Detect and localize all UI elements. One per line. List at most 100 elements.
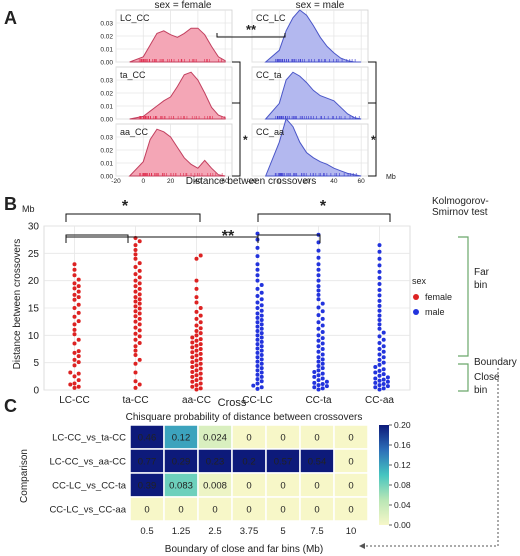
data-point [381,381,386,386]
heatmap-cell: 0.083 [163,472,199,498]
data-point [72,281,77,286]
data-point [259,357,264,362]
data-point [316,313,321,318]
legend-female-label: female [425,292,452,302]
heatmap-cell-fill [231,496,267,522]
data-point [259,335,264,340]
data-point [320,336,325,341]
data-point [316,344,321,349]
data-point [190,350,195,355]
data-point [137,340,142,345]
density-y-tick: 0.02 [100,34,113,41]
heatmap-cell-label: 0 [280,505,285,516]
heatmap-cell-label: 0 [280,481,285,492]
data-point [377,275,382,280]
heatmap-cell-label: 0 [314,505,319,516]
sex-comparison-bracket [216,33,286,38]
x-tick-label: aa-CC [182,395,211,406]
data-point [68,382,73,387]
facet-series-label: CC_ta [256,70,282,80]
data-point [137,316,142,321]
heatmap-cell-label: 0 [178,505,183,516]
heatmap-cell-label: 0.083 [169,481,193,492]
data-point [316,359,321,364]
data-point [316,278,321,283]
heatmap-cell-label: 0 [246,433,251,444]
data-point [255,245,260,250]
panel-b-y-label: Distance between crossovers [12,239,23,370]
density-y-tick: 0.03 [100,78,113,85]
data-point [320,309,325,314]
data-point [320,361,325,366]
data-point [377,368,382,373]
density-y-tick: 0.02 [100,148,113,155]
data-point [385,384,390,389]
data-point [377,308,382,313]
data-point [385,375,390,380]
facet-series-label: CC_aa [256,127,284,137]
data-point [255,342,260,347]
data-point [133,272,138,277]
y-tick-label: 30 [28,222,40,233]
data-point [76,378,81,383]
data-point [259,318,264,323]
heatmap-row-label: CC-LC_vs_CC-ta [52,481,127,492]
data-point [133,348,138,353]
heatmap-cell: 0.008 [197,472,233,498]
heatmap-cell-label: 0 [348,433,353,444]
data-point [72,286,77,291]
male-ta-aa-bracket [257,213,391,222]
data-point [133,353,138,358]
data-point [259,313,264,318]
density-panel-ta-cc: ta_CC 0.00 0.01 0.02 0.03 [100,66,233,124]
facet-series-label: ta_CC [120,70,146,80]
density-x-tick: -20 [247,178,257,185]
heatmap-cell-label: 0 [348,457,353,468]
heatmap-cell-label: 0.39 [138,481,157,492]
data-point [259,290,264,295]
data-point [316,297,321,302]
data-point [198,347,203,351]
heatmap-col-label: 3.75 [240,526,259,537]
swarm-aa-cc [190,253,203,392]
data-point [194,338,199,343]
data-point [194,373,199,378]
data-point [255,333,260,338]
data-point [190,384,195,389]
colorbar [379,425,389,525]
facet-female-label: sex = female [155,0,212,11]
boundary-label: Boundary [474,357,517,368]
y-tick-label: 15 [28,304,40,315]
data-point [133,314,138,319]
data-point [316,326,321,331]
data-point [137,261,142,266]
data-point [377,313,382,318]
data-point [198,313,203,318]
data-point [133,337,138,342]
data-point [198,337,203,342]
data-point [137,268,142,273]
data-point [320,323,325,328]
data-point [198,381,203,386]
data-point [381,372,386,377]
facet-series-label: LC_CC [120,13,150,23]
density-plots: LC_CC 0.00 0.01 0.02 0.03 ta_CC 0.00 0.01 0.02 0.… [100,9,369,185]
density-x-tick: 60 [358,178,366,185]
data-point [320,347,325,351]
heatmap-cell-fill [129,472,165,498]
heatmap-cell-fill [265,448,301,474]
data-point [194,378,199,383]
heatmap-cell-label: 0.008 [203,481,227,492]
data-point [259,370,264,375]
data-point [72,381,77,386]
data-point [316,288,321,293]
data-point [76,371,81,376]
density-x-tick: 40 [330,178,338,185]
data-point [133,265,138,269]
data-point [198,386,203,391]
heatmap-cell-label: 0.29 [172,457,191,468]
data-point [194,383,199,388]
heatmap-cell: 0.57 [265,448,301,474]
data-point [377,303,382,308]
density-area [264,117,362,177]
